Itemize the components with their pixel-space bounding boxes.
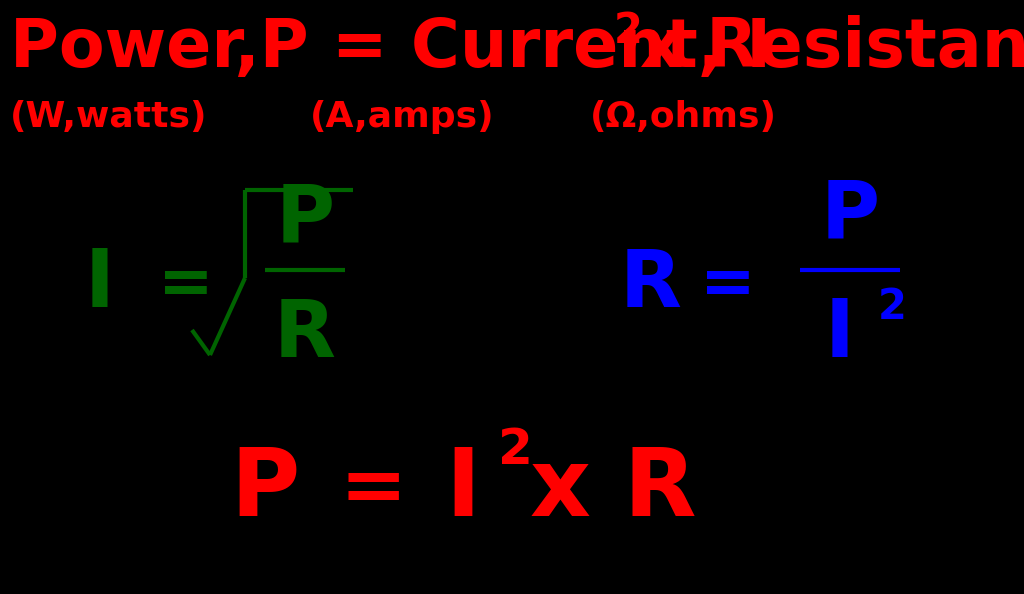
- Text: (A,amps): (A,amps): [310, 100, 495, 134]
- Text: P: P: [820, 176, 880, 254]
- Text: (W,watts): (W,watts): [10, 100, 208, 134]
- Text: Power,P = Current, I: Power,P = Current, I: [10, 15, 771, 81]
- Text: P: P: [275, 181, 335, 259]
- Text: x Resistance, R: x Resistance, R: [640, 15, 1024, 81]
- Text: =: =: [340, 451, 408, 529]
- Text: =: =: [158, 252, 214, 318]
- Text: 2: 2: [878, 286, 907, 328]
- Text: I: I: [445, 444, 480, 536]
- Text: R: R: [620, 246, 682, 324]
- Text: (Ω,ohms): (Ω,ohms): [590, 100, 777, 134]
- Text: R: R: [274, 296, 336, 374]
- Text: x R: x R: [530, 444, 696, 536]
- Text: 2: 2: [614, 10, 643, 52]
- Text: P: P: [230, 444, 299, 536]
- Text: 2: 2: [498, 426, 532, 474]
- Text: I: I: [85, 246, 115, 324]
- Text: =: =: [700, 252, 756, 318]
- Text: I: I: [825, 296, 855, 374]
